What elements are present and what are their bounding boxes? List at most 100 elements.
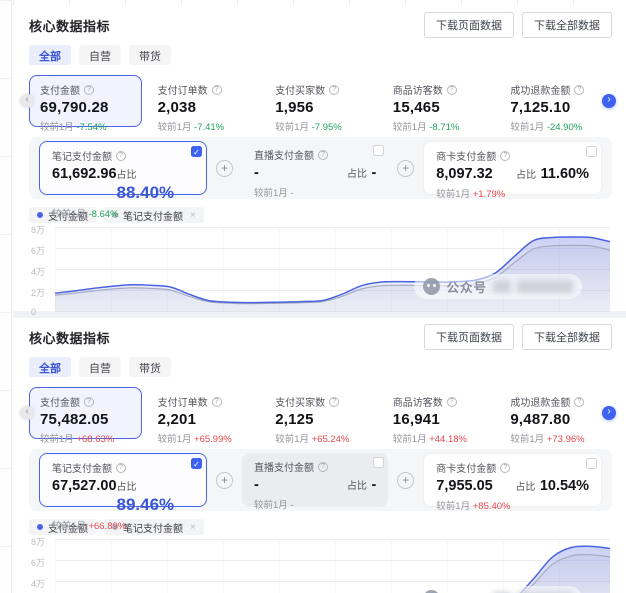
legend-dot-icon bbox=[37, 524, 43, 530]
legend-chip-pay-amount[interactable]: 支付金额 bbox=[29, 519, 96, 535]
tab-goods[interactable]: 带货 bbox=[129, 45, 171, 65]
info-icon[interactable] bbox=[116, 462, 126, 473]
legend-chip-pay-amount[interactable]: 支付金额 bbox=[29, 207, 96, 223]
submetric-card-live-pay[interactable]: 直播支付金额 - 占比 - 较前1月 - bbox=[242, 141, 388, 199]
download-page-data-button[interactable]: 下载页面数据 bbox=[424, 324, 514, 350]
compare-label: 较前1月 bbox=[275, 434, 309, 445]
close-icon[interactable]: × bbox=[190, 209, 196, 221]
metric-label: 成功退款金额 bbox=[510, 86, 571, 97]
info-icon[interactable] bbox=[574, 84, 585, 95]
metric-card-pay-buyers[interactable]: 支付买家数 1,956 较前1月 -7.95% bbox=[264, 75, 377, 133]
close-icon[interactable]: × bbox=[190, 521, 196, 533]
checkbox-unchecked-icon[interactable] bbox=[373, 145, 385, 156]
metric-value: 75,482.05 bbox=[40, 411, 109, 428]
download-page-data-button[interactable]: 下载页面数据 bbox=[424, 12, 514, 38]
page-title: 核心数据指标 bbox=[29, 330, 111, 346]
checkbox-unchecked-icon[interactable] bbox=[586, 458, 598, 469]
info-icon[interactable] bbox=[211, 84, 222, 95]
carousel-prev-icon[interactable]: ‹ bbox=[20, 94, 34, 108]
metric-card-refund-amount[interactable]: 成功退款金额 9,487.80 较前1月 +73.96% bbox=[499, 387, 612, 445]
info-icon[interactable] bbox=[329, 84, 340, 95]
info-icon[interactable] bbox=[500, 150, 511, 161]
submetric-value: 7,955.05 bbox=[436, 478, 493, 494]
compare-label: 较前1月 bbox=[392, 122, 427, 133]
info-icon[interactable] bbox=[446, 84, 457, 95]
tab-goods[interactable]: 带货 bbox=[129, 357, 171, 377]
page-title: 核心数据指标 bbox=[29, 18, 111, 34]
checkbox-unchecked-icon[interactable] bbox=[373, 457, 385, 468]
chart-legend: 支付金额 笔记支付金额 × bbox=[29, 207, 612, 223]
download-all-data-button[interactable]: 下载全部数据 bbox=[522, 12, 612, 38]
compare-label: 较前1月 bbox=[157, 434, 192, 445]
carousel-next-icon[interactable]: › bbox=[602, 94, 616, 108]
tab-self-operated[interactable]: 自营 bbox=[79, 45, 121, 65]
info-icon[interactable] bbox=[317, 149, 328, 160]
legend-label: 支付金额 bbox=[48, 523, 88, 535]
carousel-next-icon[interactable]: › bbox=[602, 406, 616, 420]
metric-value: 69,790.28 bbox=[40, 99, 109, 116]
metric-card-pay-orders[interactable]: 支付订单数 2,038 较前1月 -7.41% bbox=[147, 75, 260, 133]
submetric-card-note-pay[interactable]: 笔记支付金额 67,527.00 占比 89.46% 较前1月 +66.89% bbox=[39, 453, 207, 532]
info-icon[interactable] bbox=[84, 84, 94, 95]
carousel-prev-icon[interactable]: ‹ bbox=[20, 406, 34, 420]
metric-value: 7,125.10 bbox=[510, 99, 571, 116]
plot-area bbox=[55, 539, 610, 593]
compare-label: 较前1月 bbox=[510, 434, 545, 445]
submetric-value: - bbox=[253, 165, 259, 181]
submetric-value: 8,097.32 bbox=[436, 166, 493, 182]
compare-label: 较前1月 bbox=[253, 500, 288, 511]
info-icon[interactable] bbox=[500, 462, 511, 473]
metric-card-pay-amount[interactable]: 支付金额 75,482.05 较前1月 +68.63% bbox=[29, 387, 142, 445]
checkbox-checked-icon[interactable] bbox=[190, 146, 202, 157]
metric-change: -24.90% bbox=[546, 122, 583, 133]
info-icon[interactable] bbox=[446, 396, 457, 407]
metric-card-row: ‹ 支付金额 75,482.05 较前1月 +68.63% 支付订单数 2,20… bbox=[20, 387, 616, 445]
submetric-change: - bbox=[290, 500, 294, 511]
legend-label: 笔记支付金额 bbox=[123, 211, 183, 223]
submetric-card-note-pay[interactable]: 笔记支付金额 61,692.96 占比 88.40% 较前1月 -8.64% bbox=[39, 141, 207, 220]
info-icon[interactable] bbox=[574, 396, 585, 407]
compare-label: 较前1月 bbox=[275, 122, 309, 133]
y-tick: 8万 bbox=[31, 225, 46, 235]
metric-label: 支付金额 bbox=[40, 86, 80, 97]
compare-label: 较前1月 bbox=[40, 122, 74, 133]
checkbox-checked-icon[interactable] bbox=[190, 458, 202, 469]
metric-change: -8.71% bbox=[429, 122, 460, 133]
info-icon[interactable] bbox=[329, 396, 340, 407]
metric-card-row: ‹ 支付金额 69,790.28 较前1月 -7.54% 支付订单数 2,038… bbox=[20, 75, 616, 133]
metric-change: -7.95% bbox=[311, 122, 342, 133]
info-icon[interactable] bbox=[116, 150, 126, 161]
submetric-label: 直播支付金额 bbox=[253, 151, 314, 162]
chart-legend: 支付金额 笔记支付金额 × bbox=[29, 519, 612, 535]
ratio-label: 占比 bbox=[347, 481, 367, 492]
submetric-card-card-pay[interactable]: 商卡支付金额 8,097.32 占比 11.60% 较前1月 +1.79% bbox=[423, 141, 603, 200]
submetric-change: -8.64% bbox=[88, 209, 119, 220]
blurred-text bbox=[493, 280, 511, 293]
metric-card-refund-amount[interactable]: 成功退款金额 7,125.10 较前1月 -24.90% bbox=[499, 75, 612, 133]
metric-card-product-visitors[interactable]: 商品访客数 15,465 较前1月 -8.71% bbox=[382, 75, 495, 133]
tab-self-operated[interactable]: 自营 bbox=[79, 357, 121, 377]
tab-all[interactable]: 全部 bbox=[29, 45, 71, 65]
area-chart bbox=[519, 545, 610, 593]
info-icon[interactable] bbox=[84, 396, 94, 407]
info-icon[interactable] bbox=[317, 461, 328, 472]
info-icon[interactable] bbox=[211, 396, 222, 407]
metric-card-pay-buyers[interactable]: 支付买家数 2,125 较前1月 +65.24% bbox=[264, 387, 377, 445]
metric-value: 16,941 bbox=[392, 411, 440, 428]
legend-chip-note-pay-amount[interactable]: 笔记支付金额 × bbox=[104, 519, 204, 535]
submetric-card-live-pay[interactable]: 直播支付金额 - 占比 - 较前1月 - bbox=[241, 453, 389, 511]
metric-card-pay-amount[interactable]: 支付金额 69,790.28 较前1月 -7.54% bbox=[29, 75, 142, 133]
metric-card-pay-orders[interactable]: 支付订单数 2,201 较前1月 +65.99% bbox=[147, 387, 260, 445]
metric-label: 支付买家数 bbox=[275, 398, 326, 409]
metric-card-product-visitors[interactable]: 商品访客数 16,941 较前1月 +44.18% bbox=[382, 387, 495, 445]
submetric-container: 笔记支付金额 61,692.96 占比 88.40% 较前1月 -8.64% +… bbox=[29, 137, 612, 220]
submetric-label: 商卡支付金额 bbox=[436, 464, 497, 475]
legend-chip-note-pay-amount[interactable]: 笔记支付金额 × bbox=[104, 207, 204, 223]
ratio-label: 占比 bbox=[516, 170, 537, 181]
checkbox-unchecked-icon[interactable] bbox=[586, 146, 598, 157]
tab-all[interactable]: 全部 bbox=[29, 357, 71, 377]
plus-icon: + bbox=[397, 159, 415, 177]
legend-dot-icon bbox=[112, 212, 118, 218]
download-all-data-button[interactable]: 下载全部数据 bbox=[522, 324, 612, 350]
submetric-card-card-pay[interactable]: 商卡支付金额 7,955.05 占比 10.54% 较前1月 +85.40% bbox=[423, 453, 603, 512]
